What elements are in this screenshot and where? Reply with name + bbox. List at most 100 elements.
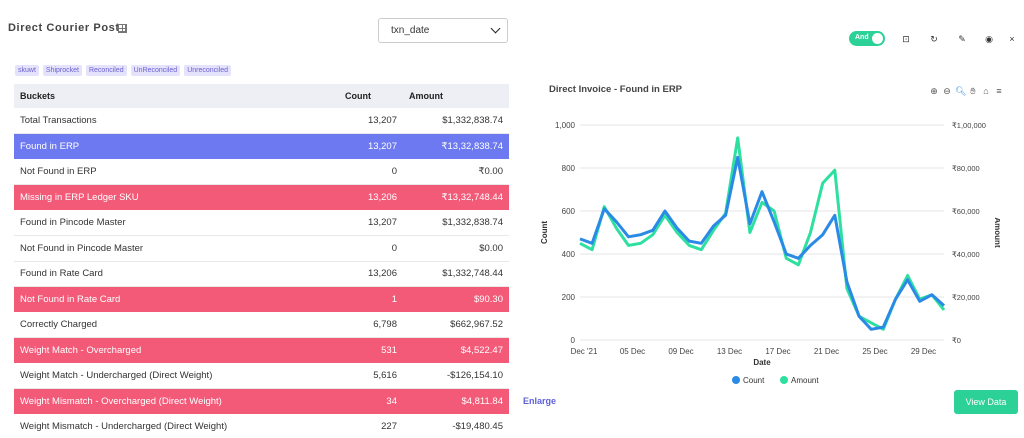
y-tick-label: 1,000 bbox=[555, 121, 576, 130]
table-row[interactable]: Missing in ERP Ledger SKU 13,206 ₹13,32,74… bbox=[14, 184, 509, 211]
bucket-cell: Not Found in Pincode Master bbox=[14, 235, 339, 262]
toggle-knob bbox=[872, 33, 883, 44]
table-row[interactable]: Correctly Charged 6,798 $662,967.52 bbox=[14, 312, 509, 338]
table-row[interactable]: Total Transactions 13,207 $1,332,838.74 bbox=[14, 108, 509, 134]
amount-cell: $1,332,838.74 bbox=[403, 210, 509, 236]
table-row[interactable]: Not Found in Rate Card 1 $90.30 bbox=[14, 286, 509, 313]
bucket-cell: Found in ERP bbox=[14, 133, 339, 160]
table-row[interactable]: Weight Mismatch - Overcharged (Direct We… bbox=[14, 388, 509, 415]
legend-marker bbox=[732, 376, 740, 384]
view-data-button[interactable]: View Data bbox=[954, 390, 1018, 414]
table-row[interactable]: Found in ERP 13,207 ₹13,32,838.74 bbox=[14, 133, 509, 160]
count-cell: 13,207 bbox=[339, 133, 403, 160]
y2-tick-label: ₹20,000 bbox=[952, 293, 980, 302]
count-cell: 5,616 bbox=[339, 363, 403, 389]
enlarge-link[interactable]: Enlarge bbox=[523, 396, 557, 406]
y2-axis-label: Amount bbox=[993, 217, 1000, 248]
series-line-amount bbox=[579, 136, 946, 331]
bucket-cell: Found in Pincode Master bbox=[14, 210, 339, 236]
x-tick-label: Dec '21 bbox=[571, 347, 598, 356]
close-icon[interactable]: × bbox=[1009, 34, 1015, 44]
x-tick-label: 13 Dec bbox=[717, 347, 742, 356]
bucket-cell: Weight Mismatch - Overcharged (Direct We… bbox=[14, 388, 339, 415]
table-row[interactable]: Found in Rate Card 13,206 $1,332,748.44 bbox=[14, 261, 509, 287]
legend-marker bbox=[780, 376, 788, 384]
menu-icon[interactable]: ≡ bbox=[996, 86, 1002, 96]
bucket-cell: Found in Rate Card bbox=[14, 261, 339, 287]
amount-cell: $662,967.52 bbox=[403, 312, 509, 338]
amount-cell: -$126,154.10 bbox=[403, 363, 509, 389]
edit-pencil-icon[interactable]: ✎ bbox=[958, 34, 966, 44]
filter-tag[interactable]: UnReconciled bbox=[130, 65, 181, 76]
filter-tag[interactable]: Reconciled bbox=[85, 65, 127, 76]
zoom-out-icon[interactable]: ⊖ bbox=[943, 86, 951, 96]
y2-tick-label: ₹1,00,000 bbox=[952, 121, 986, 130]
legend-label: Count bbox=[743, 376, 765, 385]
y-tick-label: 400 bbox=[562, 250, 576, 259]
reset-home-icon[interactable]: ⌂ bbox=[983, 86, 989, 96]
amount-cell: $90.30 bbox=[403, 286, 509, 313]
y2-tick-label: ₹80,000 bbox=[952, 164, 980, 173]
and-toggle[interactable]: And bbox=[849, 31, 885, 46]
table-row[interactable]: Weight Mismatch - Undercharged (Direct W… bbox=[14, 414, 509, 438]
buckets-table: Buckets Count Amount Total Transactions 1… bbox=[14, 84, 509, 438]
table-row[interactable]: Found in Pincode Master 13,207 $1,332,838.… bbox=[14, 210, 509, 236]
column-header-buckets[interactable]: Buckets bbox=[14, 84, 339, 108]
chevron-down-icon bbox=[490, 23, 501, 34]
x-tick-label: 21 Dec bbox=[814, 347, 839, 356]
count-cell: 13,206 bbox=[339, 261, 403, 287]
amount-cell: $1,332,838.74 bbox=[403, 108, 509, 134]
bucket-cell: Weight Match - Undercharged (Direct Weig… bbox=[14, 363, 339, 389]
filter-tag[interactable]: skuwt bbox=[15, 65, 39, 76]
count-cell: 227 bbox=[339, 414, 403, 438]
filter-tag[interactable]: Unreconciled bbox=[184, 65, 232, 76]
column-header-count[interactable]: Count bbox=[339, 84, 403, 108]
hide-eye-icon[interactable]: ◉ bbox=[985, 34, 993, 44]
y2-tick-label: ₹40,000 bbox=[952, 250, 980, 259]
and-toggle-label: And bbox=[855, 34, 869, 41]
filter-tags: skuwt Shiprocket Reconciled UnReconciled… bbox=[15, 65, 232, 76]
refresh-icon[interactable]: ↻ bbox=[930, 34, 938, 44]
expand-icon[interactable]: ⊡ bbox=[902, 34, 910, 44]
bucket-cell: Weight Mismatch - Undercharged (Direct W… bbox=[14, 414, 339, 438]
date-field-select[interactable]: txn_date bbox=[378, 18, 508, 43]
amount-cell: ₹0.00 bbox=[403, 159, 509, 185]
amount-cell: $0.00 bbox=[403, 235, 509, 262]
chart-toolbar: ⊕ ⊖ 🔍︎ ✋︎ ⌂ ≡ bbox=[929, 86, 1004, 96]
zoom-in-icon[interactable]: ⊕ bbox=[930, 86, 938, 96]
x-tick-label: 09 Dec bbox=[668, 347, 693, 356]
x-tick-label: 17 Dec bbox=[765, 347, 790, 356]
table-row[interactable]: Not Found in Pincode Master 0 $0.00 bbox=[14, 235, 509, 262]
y-tick-label: 600 bbox=[562, 207, 576, 216]
y2-tick-label: ₹0 bbox=[952, 336, 961, 345]
count-cell: 531 bbox=[339, 337, 403, 364]
table-row[interactable]: Weight Match - Overcharged 531 $4,522.47 bbox=[14, 337, 509, 364]
table-row[interactable]: Weight Match - Undercharged (Direct Weig… bbox=[14, 363, 509, 389]
pan-hand-icon[interactable]: ✋︎ bbox=[970, 86, 976, 96]
bucket-cell: Weight Match - Overcharged bbox=[14, 337, 339, 364]
y-axis-label: Count bbox=[540, 221, 549, 244]
count-cell: 0 bbox=[339, 235, 403, 262]
date-field-select-value: txn_date bbox=[391, 25, 430, 36]
table-header-row: Buckets Count Amount bbox=[14, 84, 509, 108]
x-tick-label: 05 Dec bbox=[620, 347, 645, 356]
bucket-cell: Missing in ERP Ledger SKU bbox=[14, 184, 339, 211]
count-cell: 0 bbox=[339, 159, 403, 185]
x-tick-label: 29 Dec bbox=[911, 347, 936, 356]
filter-tag[interactable]: Shiprocket bbox=[42, 65, 82, 76]
amount-cell: ₹13,32,748.44 bbox=[403, 184, 509, 211]
x-tick-label: 25 Dec bbox=[862, 347, 887, 356]
count-cell: 13,206 bbox=[339, 184, 403, 211]
y-tick-label: 200 bbox=[562, 293, 576, 302]
amount-cell: ₹13,32,838.74 bbox=[403, 133, 509, 160]
amount-cell: $4,522.47 bbox=[403, 337, 509, 364]
selection-zoom-icon[interactable]: 🔍︎ bbox=[955, 86, 967, 96]
bucket-cell: Not Found in Rate Card bbox=[14, 286, 339, 313]
column-header-amount[interactable]: Amount bbox=[403, 84, 509, 108]
table-grid-icon[interactable] bbox=[118, 24, 127, 33]
amount-cell: -$19,480.45 bbox=[403, 414, 509, 438]
count-cell: 6,798 bbox=[339, 312, 403, 338]
count-cell: 13,207 bbox=[339, 108, 403, 134]
amount-cell: $4,811.84 bbox=[403, 388, 509, 415]
table-row[interactable]: Not Found in ERP 0 ₹0.00 bbox=[14, 159, 509, 185]
